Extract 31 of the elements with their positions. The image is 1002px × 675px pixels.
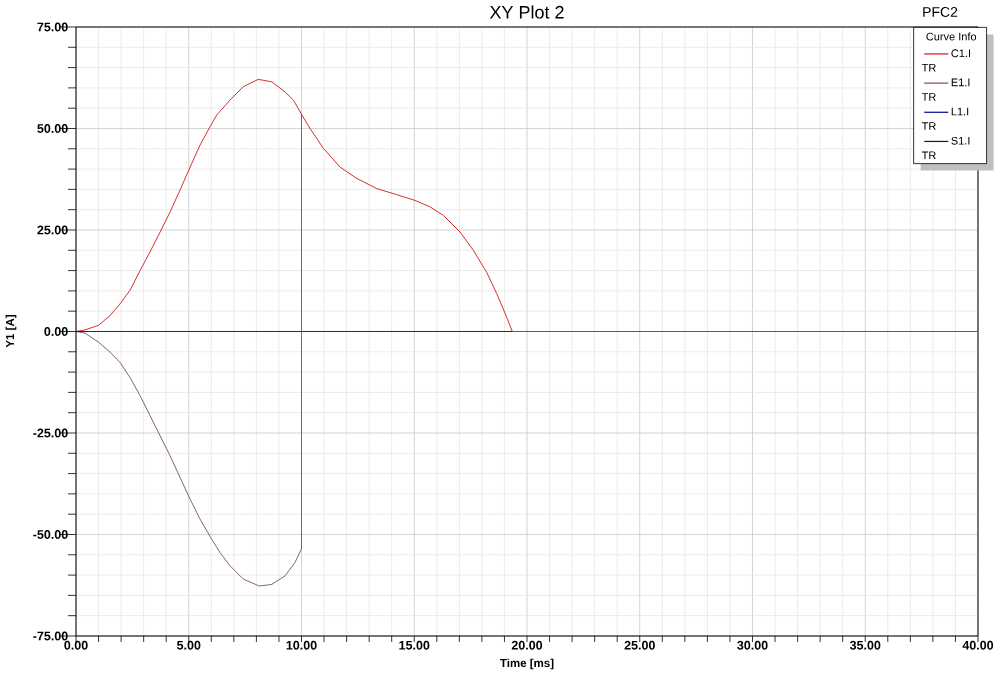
y-tick-label: 75.00 bbox=[37, 22, 68, 32]
y-tick-label: 50.00 bbox=[37, 124, 68, 133]
legend-label: S1.I bbox=[951, 136, 970, 145]
annotation: TR bbox=[921, 93, 936, 101]
annotation: TR bbox=[921, 151, 936, 160]
y-tick-label: -50.00 bbox=[33, 530, 68, 539]
annotation: TR bbox=[921, 122, 936, 130]
y-tick-label: 0.00 bbox=[44, 327, 68, 336]
x-tick-label: 40.00 bbox=[962, 640, 994, 650]
legend-label: E1.I bbox=[951, 78, 970, 87]
legend-label: C1.I bbox=[951, 49, 970, 58]
text: PFC2 bbox=[923, 7, 958, 17]
x-tick-label: 35.00 bbox=[849, 640, 881, 650]
legend-label: L1.I bbox=[951, 107, 969, 116]
x-tick-label: 5.00 bbox=[176, 640, 201, 650]
x-tick-label: 0.00 bbox=[64, 640, 88, 650]
line-series bbox=[76, 113, 302, 587]
y-tick-label: -25.00 bbox=[33, 428, 68, 438]
x-tick-label: 20.00 bbox=[511, 640, 543, 650]
y-tick-label: 25.00 bbox=[37, 225, 68, 235]
chart-title: XY Plot 2 bbox=[489, 5, 564, 19]
x-axis-title: Time [ms] bbox=[500, 658, 554, 670]
legend-title: Curve Info bbox=[926, 32, 977, 41]
line-series bbox=[76, 78, 978, 332]
y-tick-label: -75.00 bbox=[33, 631, 68, 641]
y-axis-title: Y1 [A] bbox=[5, 315, 17, 348]
x-tick-label: 30.00 bbox=[737, 640, 768, 650]
annotation: TR bbox=[921, 64, 936, 72]
x-tick-label: 10.00 bbox=[286, 640, 317, 650]
x-tick-label: 25.00 bbox=[624, 640, 655, 650]
x-tick-label: 15.00 bbox=[399, 640, 430, 650]
